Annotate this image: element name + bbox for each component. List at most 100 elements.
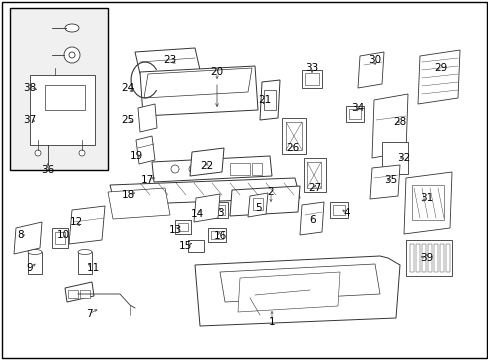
Polygon shape <box>403 172 451 234</box>
Bar <box>332 205 345 215</box>
Ellipse shape <box>28 249 42 255</box>
Text: 5: 5 <box>254 203 261 213</box>
Polygon shape <box>135 48 200 74</box>
Polygon shape <box>65 282 94 302</box>
Polygon shape <box>152 156 271 182</box>
Bar <box>329 202 347 218</box>
Text: 22: 22 <box>200 161 213 171</box>
Ellipse shape <box>65 24 79 32</box>
Bar <box>302 70 321 88</box>
Polygon shape <box>369 165 399 199</box>
Text: 8: 8 <box>18 230 24 240</box>
Text: 6: 6 <box>309 215 316 225</box>
Text: 37: 37 <box>23 115 37 125</box>
Text: 23: 23 <box>163 55 176 65</box>
Polygon shape <box>247 193 267 217</box>
Ellipse shape <box>189 165 197 173</box>
Ellipse shape <box>206 165 215 173</box>
Text: 34: 34 <box>351 103 364 113</box>
Text: 14: 14 <box>190 209 203 219</box>
Bar <box>175 220 191 234</box>
Polygon shape <box>190 148 224 176</box>
Text: 31: 31 <box>420 193 433 203</box>
Bar <box>346 106 363 122</box>
Polygon shape <box>238 272 339 312</box>
Text: 36: 36 <box>41 165 55 175</box>
Bar <box>439 244 443 272</box>
Bar <box>409 244 413 272</box>
Text: 11: 11 <box>86 263 100 273</box>
Text: 1: 1 <box>268 317 275 327</box>
Bar <box>304 158 325 192</box>
Ellipse shape <box>78 249 92 255</box>
Polygon shape <box>140 66 258 116</box>
Text: 29: 29 <box>433 63 447 73</box>
Bar <box>28 252 42 274</box>
Bar <box>213 205 224 215</box>
Bar <box>207 228 225 242</box>
Text: 4: 4 <box>343 208 349 218</box>
Bar <box>415 244 419 272</box>
Bar <box>178 223 187 231</box>
Polygon shape <box>357 52 383 88</box>
Text: 15: 15 <box>178 241 191 251</box>
Bar <box>381 142 407 174</box>
Ellipse shape <box>171 165 179 173</box>
Text: 26: 26 <box>286 143 299 153</box>
Ellipse shape <box>64 47 80 63</box>
Bar <box>348 109 360 119</box>
Text: 38: 38 <box>23 83 37 93</box>
Text: 18: 18 <box>121 190 134 200</box>
Polygon shape <box>371 94 407 158</box>
Bar <box>68 290 78 298</box>
Bar <box>210 231 223 239</box>
Text: 32: 32 <box>397 153 410 163</box>
Bar <box>209 202 227 218</box>
Text: 21: 21 <box>258 95 271 105</box>
Text: 3: 3 <box>216 208 223 218</box>
Bar <box>421 244 425 272</box>
Text: 13: 13 <box>168 225 181 235</box>
Polygon shape <box>69 206 105 244</box>
Text: 25: 25 <box>121 115 134 125</box>
Text: 12: 12 <box>69 217 82 227</box>
Ellipse shape <box>79 150 85 156</box>
Text: 35: 35 <box>384 175 397 185</box>
Polygon shape <box>110 178 299 205</box>
Bar <box>282 118 305 154</box>
Text: 24: 24 <box>121 83 134 93</box>
Polygon shape <box>229 186 299 216</box>
Text: 30: 30 <box>367 55 381 65</box>
Text: 27: 27 <box>308 183 321 193</box>
Text: 19: 19 <box>129 151 142 161</box>
Polygon shape <box>260 80 280 120</box>
Bar <box>252 198 263 210</box>
Bar <box>285 122 302 150</box>
Bar <box>251 163 262 175</box>
Text: 20: 20 <box>210 67 223 77</box>
Bar <box>45 85 85 110</box>
Ellipse shape <box>69 52 75 58</box>
Polygon shape <box>14 222 42 254</box>
Bar <box>52 228 68 248</box>
Bar <box>433 244 437 272</box>
Text: 10: 10 <box>56 230 69 240</box>
Bar <box>10 8 108 170</box>
Polygon shape <box>194 194 220 222</box>
Polygon shape <box>30 75 95 145</box>
Text: 17: 17 <box>140 175 153 185</box>
Text: 39: 39 <box>420 253 433 263</box>
Text: 33: 33 <box>305 63 318 73</box>
Polygon shape <box>417 50 459 104</box>
Bar <box>306 162 320 188</box>
Ellipse shape <box>35 150 41 156</box>
Bar <box>80 290 90 298</box>
Bar <box>55 232 65 244</box>
Bar <box>229 163 249 175</box>
Polygon shape <box>138 104 157 132</box>
Bar <box>411 185 443 220</box>
Bar <box>187 240 203 252</box>
Bar <box>405 240 451 276</box>
Polygon shape <box>299 202 324 235</box>
Bar <box>427 244 431 272</box>
